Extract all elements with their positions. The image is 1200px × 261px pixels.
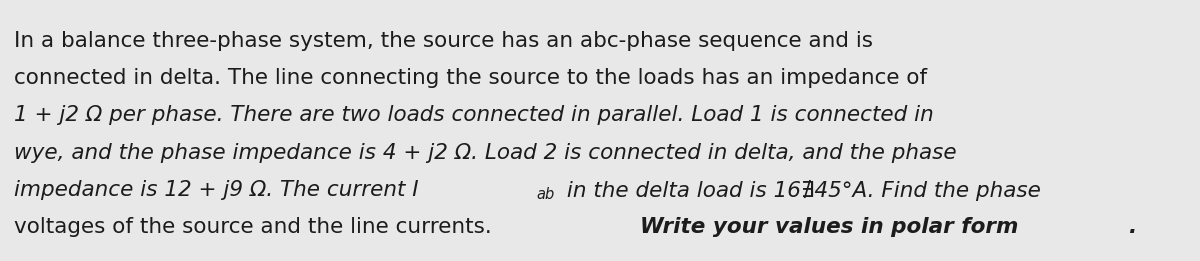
- Text: wye, and the phase impedance is 4 + j2 Ω. Load 2 is connected in delta, and the : wye, and the phase impedance is 4 + j2 Ω…: [14, 143, 958, 163]
- Text: voltages of the source and the line currents.: voltages of the source and the line curr…: [14, 217, 499, 237]
- Text: In a balance three-phase system, the source has an abc-phase sequence and is: In a balance three-phase system, the sou…: [14, 31, 874, 51]
- Text: ab: ab: [536, 187, 554, 202]
- Text: .: .: [1128, 217, 1136, 237]
- Text: impedance is 12 + j9 Ω. The current I: impedance is 12 + j9 Ω. The current I: [14, 180, 419, 200]
- Text: Write your values in polar form: Write your values in polar form: [640, 217, 1018, 237]
- Text: 1 + j2 Ω per phase. There are two loads connected in parallel. Load 1 is connect: 1 + j2 Ω per phase. There are two loads …: [14, 105, 934, 126]
- Text: in the delta load is 16∄45°A. Find the phase: in the delta load is 16∄45°A. Find the p…: [560, 180, 1040, 201]
- Text: connected in delta. The line connecting the source to the loads has an impedance: connected in delta. The line connecting …: [14, 68, 928, 88]
